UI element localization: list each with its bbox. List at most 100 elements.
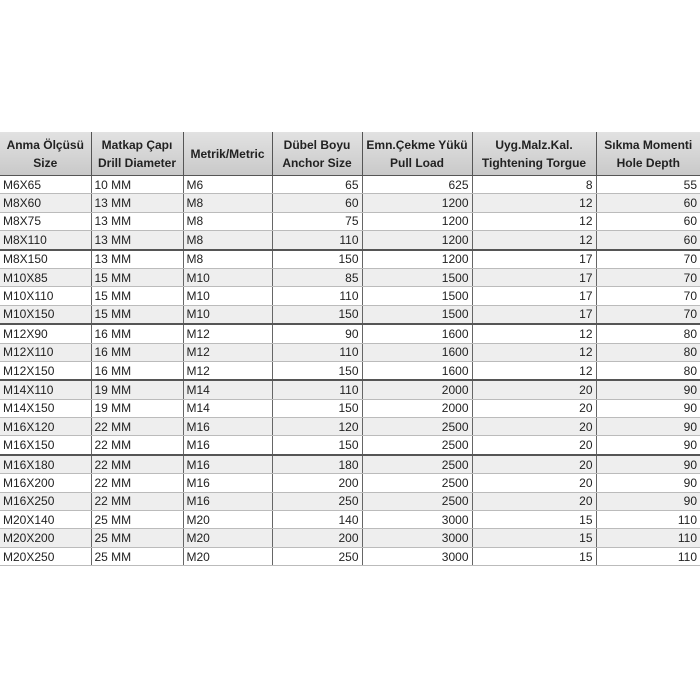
cell-tightening-torque: 17: [471, 286, 597, 306]
cell-anchor-size: 250: [271, 492, 363, 512]
cell-pull-load: 1600: [361, 361, 473, 382]
cell-drill-diameter: 13 MM: [90, 193, 184, 213]
cell-pull-load: 2500: [361, 473, 473, 493]
cell-anchor-size: 65: [271, 175, 363, 195]
cell-size: M6X65: [0, 175, 92, 195]
cell-metric: M14: [182, 399, 273, 419]
cell-metric: M6: [182, 175, 273, 195]
cell-pull-load: 3000: [361, 510, 473, 530]
cell-pull-load: 1200: [361, 249, 473, 269]
header-label: Sıkma Momenti: [604, 137, 693, 152]
cell-drill-diameter: 22 MM: [90, 417, 184, 437]
cell-size: M12X90: [0, 324, 92, 344]
table-row: M16X200 22 MM M16 200 2500 20 90: [0, 473, 700, 493]
header-label: Pull Load: [390, 155, 444, 170]
cell-size: M8X150: [0, 249, 92, 269]
cell-drill-diameter: 16 MM: [90, 343, 184, 362]
cell-tightening-torque: 17: [471, 305, 597, 326]
cell-tightening-torque: 17: [471, 249, 597, 269]
cell-anchor-size: 180: [271, 454, 363, 475]
cell-metric: M8: [182, 193, 273, 213]
cell-drill-diameter: 15 MM: [90, 286, 184, 306]
cell-metric: M16: [182, 435, 273, 456]
cell-size: M14X150: [0, 399, 92, 419]
header-label: Hole Depth: [616, 155, 680, 170]
cell-size: M10X150: [0, 305, 92, 326]
cell-anchor-size: 150: [271, 305, 363, 326]
cell-drill-diameter: 25 MM: [90, 547, 184, 567]
cell-pull-load: 3000: [361, 547, 473, 567]
cell-anchor-size: 150: [271, 399, 363, 419]
cell-pull-load: 625: [361, 175, 473, 195]
cell-pull-load: 2000: [361, 399, 473, 419]
cell-tightening-torque: 15: [471, 547, 597, 567]
cell-size: M8X110: [0, 230, 92, 251]
header-row: Anma Ölçüsü Size Matkap Çapı Drill Diameter…: [0, 132, 700, 176]
cell-drill-diameter: 13 MM: [90, 212, 184, 232]
cell-metric: M10: [182, 286, 273, 306]
table-row: M16X120 22 MM M16 120 2500 20 90: [0, 417, 700, 437]
cell-pull-load: 2000: [361, 380, 473, 400]
cell-anchor-size: 85: [271, 268, 363, 288]
cell-hole-depth: 90: [595, 492, 700, 512]
cell-hole-depth: 60: [595, 212, 700, 232]
header-hole-depth: Sıkma Momenti Hole Depth: [595, 132, 700, 176]
table-row: M14X150 19 MM M14 150 2000 20 90: [0, 399, 700, 419]
cell-pull-load: 1500: [361, 268, 473, 288]
cell-tightening-torque: 20: [471, 435, 597, 456]
table-row: M16X180 22 MM M16 180 2500 20 90: [0, 454, 700, 475]
cell-hole-depth: 90: [595, 380, 700, 400]
cell-metric: M16: [182, 473, 273, 493]
header-metric: Metrik/Metric: [182, 132, 273, 176]
cell-pull-load: 1200: [361, 193, 473, 213]
cell-tightening-torque: 12: [471, 230, 597, 251]
cell-tightening-torque: 20: [471, 473, 597, 493]
cell-hole-depth: 90: [595, 399, 700, 419]
cell-tightening-torque: 12: [471, 361, 597, 382]
cell-hole-depth: 110: [595, 528, 700, 548]
cell-anchor-size: 110: [271, 230, 363, 251]
table-row: M8X150 13 MM M8 150 1200 17 70: [0, 249, 700, 269]
cell-metric: M8: [182, 212, 273, 232]
cell-pull-load: 1200: [361, 212, 473, 232]
cell-pull-load: 1500: [361, 286, 473, 306]
cell-drill-diameter: 15 MM: [90, 268, 184, 288]
table-row: M12X90 16 MM M12 90 1600 12 80: [0, 324, 700, 344]
cell-metric: M10: [182, 305, 273, 326]
table-row: M16X250 22 MM M16 250 2500 20 90: [0, 492, 700, 512]
cell-metric: M8: [182, 249, 273, 269]
cell-hole-depth: 55: [595, 175, 700, 195]
table-row: M16X150 22 MM M16 150 2500 20 90: [0, 435, 700, 456]
header-drill-diameter: Matkap Çapı Drill Diameter: [90, 132, 184, 176]
cell-metric: M12: [182, 343, 273, 362]
cell-hole-depth: 80: [595, 361, 700, 382]
cell-hole-depth: 80: [595, 343, 700, 362]
anchor-spec-table: Anma Ölçüsü Size Matkap Çapı Drill Diameter…: [0, 132, 700, 567]
cell-anchor-size: 120: [271, 417, 363, 437]
cell-size: M10X110: [0, 286, 92, 306]
cell-size: M10X85: [0, 268, 92, 288]
cell-anchor-size: 75: [271, 212, 363, 232]
cell-size: M16X200: [0, 473, 92, 493]
table-row: M12X110 16 MM M12 110 1600 12 80: [0, 343, 700, 362]
cell-tightening-torque: 17: [471, 268, 597, 288]
cell-size: M8X60: [0, 193, 92, 213]
cell-drill-diameter: 16 MM: [90, 324, 184, 344]
cell-pull-load: 2500: [361, 435, 473, 456]
table-row: M8X75 13 MM M8 75 1200 12 60: [0, 212, 700, 232]
cell-hole-depth: 90: [595, 473, 700, 493]
cell-metric: M20: [182, 547, 273, 567]
cell-tightening-torque: 20: [471, 380, 597, 400]
cell-tightening-torque: 12: [471, 324, 597, 344]
header-label: Uyg.Malz.Kal.: [495, 137, 573, 152]
cell-hole-depth: 110: [595, 547, 700, 567]
cell-metric: M16: [182, 492, 273, 512]
cell-tightening-torque: 15: [471, 528, 597, 548]
cell-anchor-size: 200: [271, 473, 363, 493]
cell-hole-depth: 70: [595, 249, 700, 269]
cell-tightening-torque: 20: [471, 454, 597, 475]
cell-anchor-size: 110: [271, 286, 363, 306]
cell-tightening-torque: 20: [471, 399, 597, 419]
cell-anchor-size: 150: [271, 361, 363, 382]
header-anchor-size: Dübel Boyu Anchor Size: [271, 132, 363, 176]
